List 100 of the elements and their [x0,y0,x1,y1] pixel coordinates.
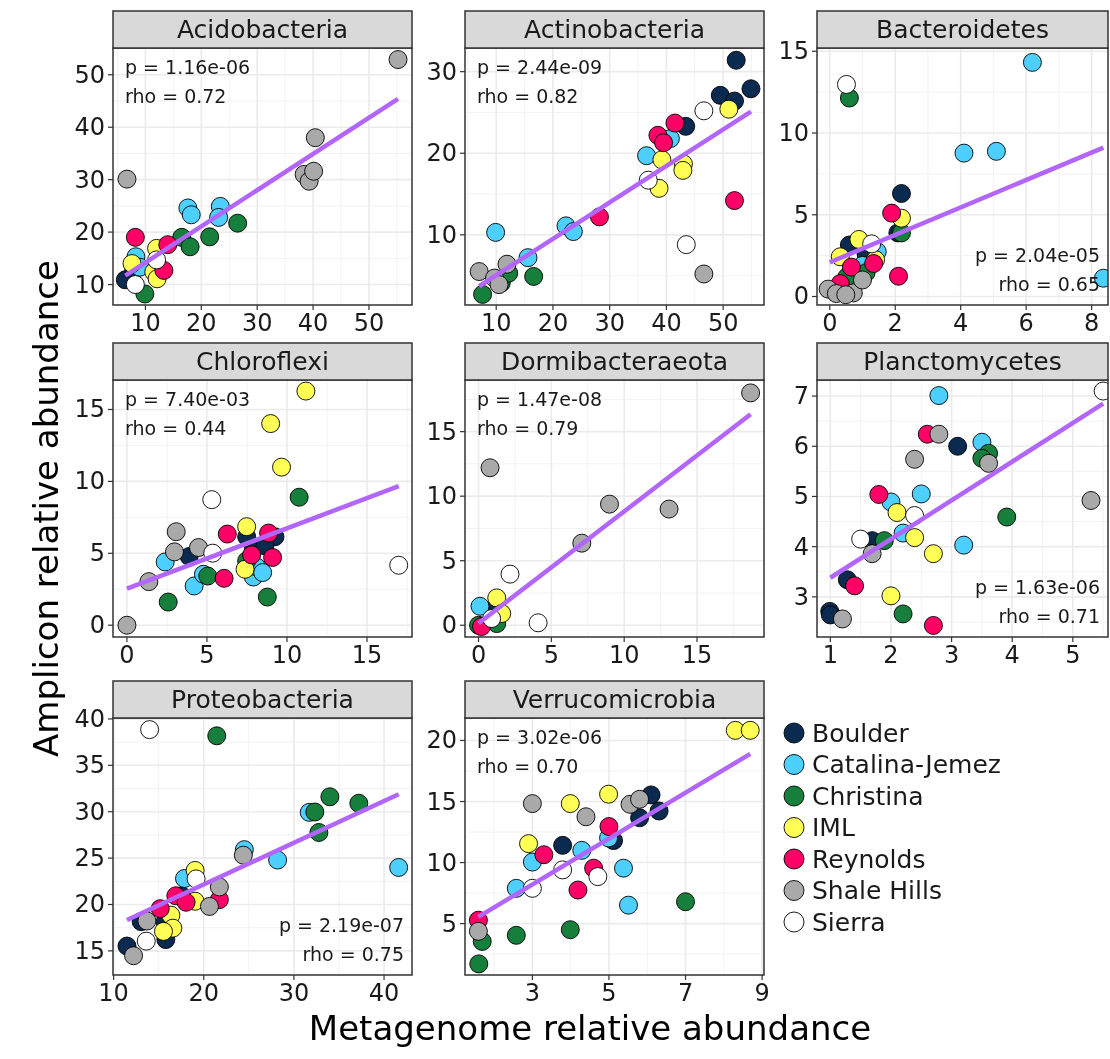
chart-title: Planctomycetes [863,347,1062,376]
y-tick-label: 15 [74,395,105,424]
chart-title: Acidobacteria [176,15,349,44]
point [560,794,580,814]
y-tick-label: 20 [426,726,457,755]
point [524,266,544,286]
y-tick-label: 15 [778,37,809,66]
point [470,596,490,616]
point [117,169,137,189]
x-tick-label: 5 [601,978,617,1007]
x-tick-label: 4 [953,308,969,337]
y-tick-label: 25 [74,844,105,873]
annotation: rho = 0.71 [998,605,1100,627]
x-tick-label: 7 [677,978,694,1007]
y-tick-label: 20 [74,890,105,919]
point [954,535,974,555]
point [726,50,746,70]
point [200,896,219,916]
x-tick-label: 6 [1018,308,1034,337]
point [272,457,291,477]
point [954,143,974,163]
y-tick-label: 10 [426,482,457,511]
point [576,807,596,827]
x-tick-label: 2 [883,640,899,669]
point [158,592,178,612]
annotation: p = 1.16e-06 [125,56,251,78]
x-tick-label: 40 [368,978,400,1007]
point [986,141,1006,161]
y-tick-label: 40 [74,113,105,142]
point [841,257,861,277]
y-tick-label: 10 [426,220,457,249]
x-tick-label: 0 [119,640,135,669]
legend-label: Catalina-Jemez [812,750,1001,779]
point [741,383,761,403]
annotation: rho = 0.82 [477,85,579,107]
y-tick-label: 0 [793,282,809,311]
annotation: p = 7.40e-03 [125,388,251,410]
x-tick-label: 50 [353,308,385,337]
x-tick-label: 30 [241,308,273,337]
annotation: p = 2.04e-05 [974,244,1100,266]
point [725,720,745,740]
point [235,559,255,579]
x-tick-label: 15 [351,640,383,669]
point [588,867,608,887]
annotation: p = 3.02e-06 [477,726,603,748]
point [389,858,409,877]
point [165,542,184,562]
chart-title: Chloroflexi [196,347,329,376]
x-tick-label: 40 [297,308,329,337]
annotation: p = 2.44e-09 [477,56,603,78]
x-tick-label: 5 [543,640,560,669]
point [599,817,619,836]
x-tick-label: 5 [199,640,215,669]
x-tick-label: 10 [130,308,161,337]
chart-title: Actinobacteria [524,15,705,44]
point [117,615,137,635]
point [528,613,548,633]
x-tick-label: 15 [681,640,713,669]
point [892,184,911,203]
point [233,845,253,865]
point [560,920,580,940]
x-tick-label: 10 [480,308,512,337]
x-tick-label: 0 [470,640,487,669]
point [519,834,538,854]
point [614,858,633,878]
point [889,266,908,286]
point [304,161,324,181]
y-tick-label: 20 [74,218,105,247]
point [719,99,739,119]
point [637,146,657,166]
point [923,616,943,635]
x-tick-label: 10 [271,640,303,669]
y-axis-title: Amplicon relative abundance [26,260,66,757]
legend-label: Reynolds [812,844,926,874]
point [741,79,761,99]
point [349,793,369,813]
point [534,845,554,865]
y-tick-label: 0 [89,611,105,640]
point [833,609,852,629]
y-tick-label: 35 [74,751,105,780]
chart-title: Bacteroidetes [876,15,1049,44]
y-tick-label: 5 [793,482,809,511]
x-tick-label: 3 [524,978,541,1007]
point [654,133,674,153]
point [1081,491,1101,510]
x-tick-label: 8 [1083,308,1100,337]
point [923,544,943,564]
y-tick-label: 30 [74,165,105,194]
x-tick-label: 1 [822,640,838,669]
point [200,227,220,247]
point [261,414,281,434]
y-tick-label: 15 [426,417,457,446]
point [506,925,526,945]
point [619,895,638,915]
y-tick-label: 15 [74,936,105,965]
x-tick-label: 30 [278,978,310,1007]
point [388,50,408,69]
point [468,921,488,941]
legend-label: Sierra [812,907,886,937]
point [214,568,234,588]
